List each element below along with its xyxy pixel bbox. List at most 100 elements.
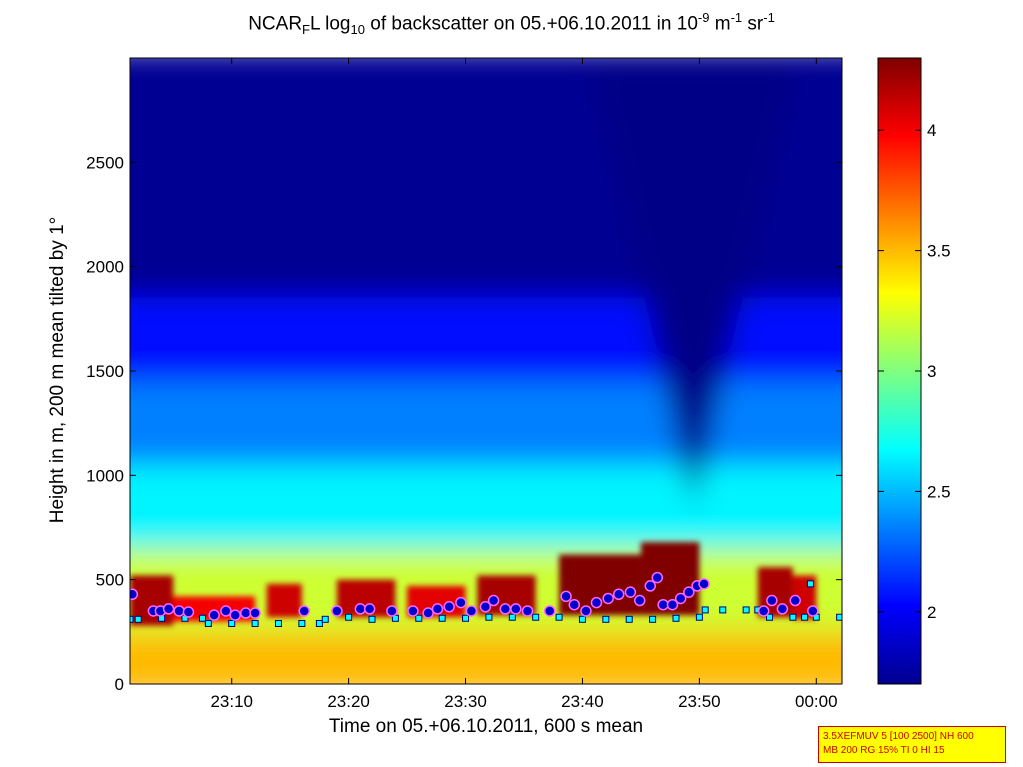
layer-top-circle [354,603,367,615]
layer-top-circle [807,605,819,617]
heatmap-smooth-layers [130,58,842,684]
boundary-layer-square [578,615,586,623]
boundary-layer-square [602,615,610,623]
boundary-layer-square [274,619,282,627]
y-tick-label: 1000 [86,466,124,485]
colorbar-tick-label: 3.5 [927,242,951,261]
x-tick-label: 23:40 [561,692,604,711]
layer-top-circle [624,586,637,598]
layer-top-circle [130,588,139,601]
boundary-layer-square [298,619,306,627]
x-tick-label: 23:20 [327,692,370,711]
boundary-layer-square [315,619,323,627]
boundary-layer-square [228,619,236,627]
boundary-layer-square [368,615,376,623]
layer-top-circle [602,592,614,605]
boundary-layer-square [649,615,657,623]
layer-top-circle [182,606,195,618]
layer-top-circle [465,605,478,617]
layer-top-circle [363,603,376,615]
layer-top-circle [220,605,232,617]
boundary-layer-square [130,615,134,623]
layer-top-circle [422,607,434,619]
boundary-layer-square [532,613,540,621]
boundary-layer-square [485,613,493,621]
settings-line-1: 3.5XEFMUV 5 [100 2500] NH 600 [823,731,974,742]
colorbar-tick-label: 2 [927,603,936,622]
boundary-layer-square [836,613,842,621]
colorbar-axis: 2 2.5 3 3.5 4 [878,121,951,622]
layer-top-circle [757,605,770,617]
boundary-layer-square [555,613,563,621]
boundary-layer-square [321,615,329,623]
layer-top-circle [683,586,695,598]
y-tick-label: 0 [115,675,124,694]
layer-top-circle [789,594,801,607]
boundary-layer-square [625,615,633,623]
layer-top-circle [249,607,261,619]
layer-top-circle [162,603,175,615]
layer-top-circle [208,609,220,621]
colorbar-tick-label: 4 [927,121,936,140]
layer-top-circle [331,605,343,617]
layer-top-circle [407,605,419,617]
colorbar-tick-label: 3 [927,362,936,381]
layer-top-circle [455,596,467,609]
boundary-layer-square [251,619,259,627]
heatmap-field [130,58,842,684]
layer-top-circle [239,607,252,619]
chart-title: NCARFL log10 of backscatter on 05.+06.10… [248,10,775,38]
layer-top-circle [560,590,572,603]
layer-top-circle [298,605,310,617]
x-axis-label: Time on 05.+06.10.2011, 600 s mean [328,716,644,737]
layer-top-circle [674,592,687,605]
layer-top-circle [776,603,789,615]
y-tick-label: 2500 [86,153,124,172]
settings-line-2: MB 200 RG 15% TI 0 HI 15 [823,745,945,756]
layer-top-circle [568,598,581,611]
layer-top-circle [698,578,710,590]
boundary-layer-square [801,613,809,621]
boundary-layer-square [508,613,516,621]
boundary-layer-square [438,614,446,622]
boundary-layer-square [789,613,797,621]
layer-top-circle [590,596,603,609]
layer-top-circle [766,594,778,607]
y-tick-label: 2000 [86,258,124,277]
x-tick-label: 23:10 [210,692,253,711]
boundary-layer-square [204,619,212,627]
x-tick-label: 00:00 [795,692,838,711]
y-tick-label: 500 [96,571,124,590]
layer-top-circle [431,603,444,615]
boundary-layer-square [672,614,680,622]
axes: 23:10 23:20 23:30 23:40 23:50 00:00 0 500 1000 15… [86,58,842,711]
layer-top-circle [644,580,657,592]
boundary-layer-square [198,614,206,622]
y-tick-label: 1500 [86,362,124,381]
y-axis-label: Height in m, 200 m mean tilted by 1° [47,216,68,524]
layer-top-circle [229,609,241,621]
colorbar [877,57,922,685]
boundary-layer-square [806,580,814,588]
layer-top-circle [487,594,500,607]
boundary-layer-square [742,606,750,614]
layer-top-circle [521,605,534,617]
settings-legend-box: 3.5XEFMUV 5 [100 2500] NH 600 MB 200 RG … [818,726,1006,763]
boundary-layer-square [701,606,709,614]
boundary-layer-square [766,613,774,621]
layer-top-circle [666,598,679,611]
layer-top-circle [657,598,669,611]
layer-top-circle [543,605,556,617]
layer-top-circle [633,594,646,607]
series-layer [130,571,842,627]
x-tick-label: 23:30 [444,692,487,711]
layer-top-circle [651,571,664,584]
layer-top-circle [173,605,185,617]
layer-top-circle [580,605,592,617]
colorbar-tick-label: 2.5 [927,482,951,501]
boundary-layer-square [415,614,423,622]
aerosol-patch [266,583,302,618]
layer-top-circle [386,605,398,617]
boundary-layer-square [719,606,727,614]
